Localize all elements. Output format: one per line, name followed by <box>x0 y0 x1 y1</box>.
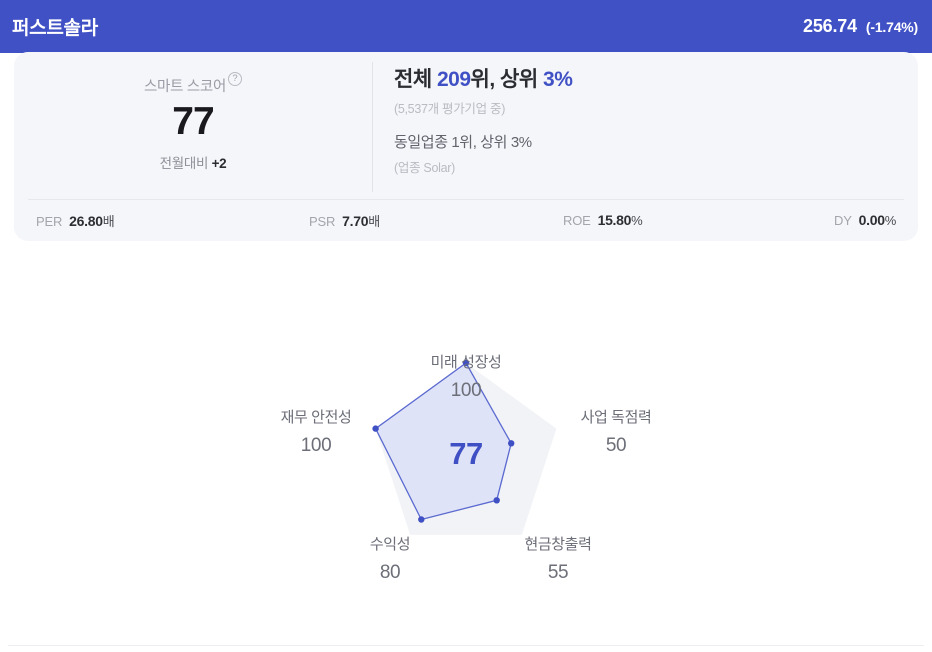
radar-data-points <box>372 359 515 523</box>
radar-label-business-dominance: 사업 독점력 50 <box>580 409 652 456</box>
metric-dy-value: 0.00% <box>858 212 897 228</box>
price-change: (-1.74%) <box>865 19 918 35</box>
metric-per-unit: 배 <box>102 213 115 229</box>
metric-dy-unit: % <box>884 213 897 228</box>
metric-psr-unit: 배 <box>368 213 380 229</box>
rank-panel: 전체 209위, 상위 3% (5,537개 평가기업 중) 동일업종 1위, … <box>372 52 918 199</box>
smart-score-label-row: 스마트 스코어 ? <box>144 72 242 96</box>
metric-per-value: 26.80배 <box>69 212 115 229</box>
metric-per: PER 26.80배 <box>36 211 115 230</box>
metric-psr-value: 7.70배 <box>342 212 380 229</box>
smart-score-panel: 스마트 스코어 ? 77 전월대비 +2 <box>14 52 372 199</box>
summary-card: 스마트 스코어 ? 77 전월대비 +2 전체 209위, 상위 3% (5,5… <box>14 52 918 241</box>
metric-roe-unit: % <box>631 213 643 228</box>
smart-score-label: 스마트 스코어 <box>144 79 226 96</box>
metric-dy: DY 0.00% <box>834 212 896 228</box>
industry-rank-line: 동일업종 1위, 상위 3% <box>394 134 532 152</box>
question-mark-icon[interactable]: ? <box>227 72 242 87</box>
radar-label-financial-stability: 재무 안전성 100 <box>280 409 352 456</box>
metrics-row: PER 26.80배 PSR 7.70배 ROE 15.80% DY 0.00% <box>14 200 918 240</box>
overall-rank-mid: 위, 상위 <box>470 68 539 91</box>
smart-score-delta: 전월대비 +2 <box>160 152 227 172</box>
bottom-divider <box>8 645 924 646</box>
radar-label-profitability: 수익성 80 <box>369 536 411 583</box>
overall-rank-note: (5,537개 평가기업 중) <box>394 102 506 117</box>
radar-label-cash-generation: 현금창출력 55 <box>524 536 592 583</box>
overall-rank-value: 209 <box>436 68 471 91</box>
metric-roe: ROE 15.80% <box>563 212 643 228</box>
metric-roe-label: ROE <box>563 213 591 228</box>
card-divider <box>28 199 904 200</box>
metric-psr-label: PSR <box>309 213 336 229</box>
radar-label-future-growth: 미래 성장성 100 <box>430 354 502 401</box>
smart-score-value: 77 <box>172 100 214 144</box>
summary-card-top: 스마트 스코어 ? 77 전월대비 +2 전체 209위, 상위 3% (5,5… <box>14 52 918 199</box>
radar-center-score: 77 <box>449 436 483 471</box>
overall-rank-prefix: 전체 <box>394 68 432 91</box>
radar-chart-svg <box>372 359 557 535</box>
price-block: 256.74 (-1.74%) <box>803 16 918 37</box>
company-name: 퍼스트솔라 <box>12 18 98 39</box>
page-header: 퍼스트솔라 256.74 (-1.74%) <box>0 0 932 53</box>
overall-rank-line: 전체 209위, 상위 3% <box>394 66 918 93</box>
metric-dy-label: DY <box>834 213 852 228</box>
radar-series-polygon <box>374 362 512 521</box>
metric-roe-value: 15.80% <box>597 212 643 228</box>
overall-rank-percent-sign: % <box>554 68 573 91</box>
vertical-divider <box>372 62 373 192</box>
overall-rank-percent: 3 <box>543 68 555 91</box>
delta-label: 전월대비 <box>159 155 209 171</box>
current-price: 256.74 <box>803 16 857 36</box>
delta-value: +2 <box>211 155 227 171</box>
industry-rank-note: (업종 Solar) <box>394 161 455 176</box>
metric-per-label: PER <box>36 213 63 229</box>
metric-psr: PSR 7.70배 <box>309 211 380 230</box>
radar-chart: 77 미래 성장성 100 사업 독점력 50 현금창출력 55 수익성 80 … <box>0 255 932 645</box>
